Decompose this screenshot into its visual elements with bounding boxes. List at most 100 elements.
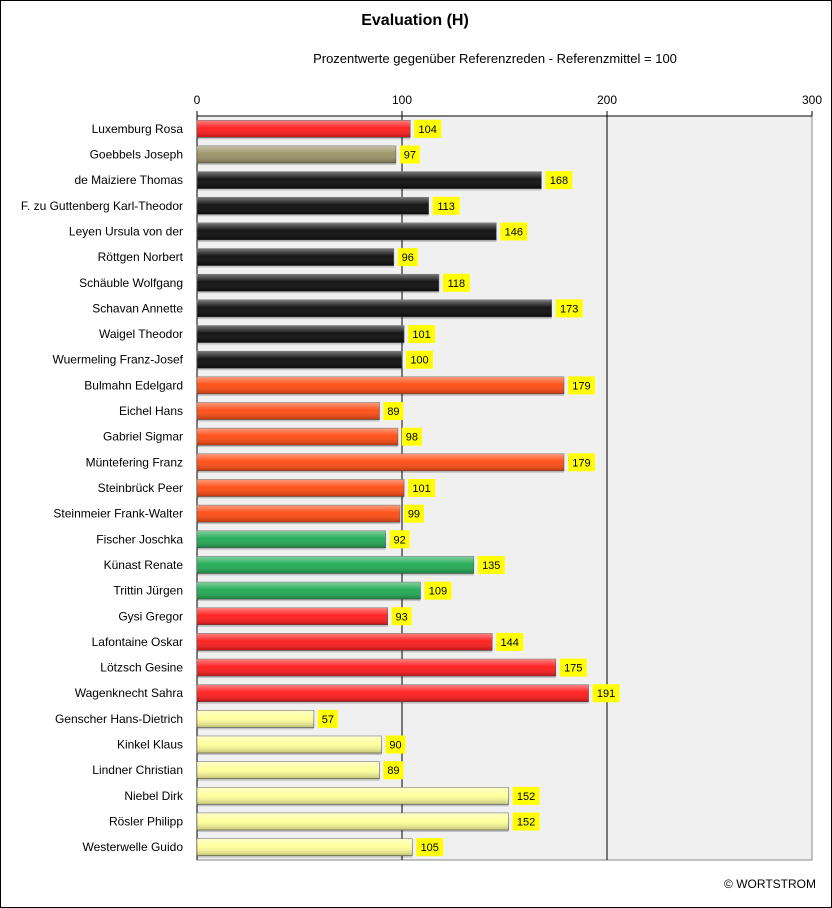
bar-highlight <box>197 222 497 240</box>
category-label: de Maiziere Thomas <box>75 173 184 187</box>
data-label-box <box>512 812 540 831</box>
data-label: 179 <box>572 457 590 469</box>
data-label-box <box>545 171 573 190</box>
data-label-box <box>383 761 404 780</box>
category-label: Leyen Ursula von der <box>69 224 183 238</box>
data-label: 89 <box>387 765 399 777</box>
category-label: Künast Renate <box>104 558 184 572</box>
data-label: 152 <box>517 791 535 803</box>
category-label: Niebel Dirk <box>124 789 184 803</box>
category-label: Wuermeling Franz-Josef <box>53 353 184 367</box>
data-label: 100 <box>410 355 428 367</box>
data-label-box <box>391 607 412 626</box>
category-label: Schavan Annette <box>92 301 183 315</box>
category-label: Waigel Theodor <box>99 327 183 341</box>
data-label-box <box>383 402 404 421</box>
category-label: Gabriel Sigmar <box>103 430 183 444</box>
data-label: 109 <box>429 586 447 598</box>
chart-subtitle: Prozentwerte gegenüber Referenzreden - R… <box>313 51 677 66</box>
data-label-box <box>399 145 420 164</box>
data-label: 144 <box>501 637 519 649</box>
data-label: 92 <box>393 534 405 546</box>
data-label-box <box>385 735 406 754</box>
data-label: 101 <box>412 329 430 341</box>
bar-highlight <box>197 838 413 856</box>
data-label-box <box>496 632 524 651</box>
bar-highlight <box>197 197 429 215</box>
bar-highlight <box>197 556 474 574</box>
data-label-box <box>432 196 460 215</box>
data-label-box <box>559 658 587 677</box>
category-label: Schäuble Wolfgang <box>79 276 183 290</box>
data-label-box <box>424 581 452 600</box>
category-label: Röttgen Norbert <box>98 250 184 264</box>
category-label: F. zu Guttenberg Karl-Theodor <box>21 199 183 213</box>
bar-highlight <box>197 428 398 446</box>
bar-highlight <box>197 479 405 497</box>
category-label: Westerwelle Guido <box>83 840 184 854</box>
category-label: Wagenknecht Sahra <box>75 686 184 700</box>
bar-highlight <box>197 145 396 163</box>
data-label-box <box>408 325 436 344</box>
category-label: Lötzsch Gesine <box>100 661 183 675</box>
data-label-box <box>567 453 595 472</box>
bar-highlight <box>197 813 509 831</box>
category-label: Eichel Hans <box>119 404 183 418</box>
data-label: 57 <box>322 714 334 726</box>
x-tick-label: 100 <box>392 93 412 107</box>
category-label: Lindner Christian <box>92 763 183 777</box>
bar-highlight <box>197 530 386 548</box>
bar-highlight <box>197 120 411 138</box>
category-label: Rösler Philipp <box>109 815 183 829</box>
bar-highlight <box>197 582 421 600</box>
data-label: 179 <box>572 380 590 392</box>
data-label: 173 <box>560 303 578 315</box>
category-label: Kinkel Klaus <box>117 738 183 752</box>
category-label: Fischer Joschka <box>96 532 183 546</box>
chart-title: Evaluation (H) <box>361 12 469 29</box>
data-label: 99 <box>408 509 420 521</box>
category-label: Steinbrück Peer <box>98 481 183 495</box>
bar-highlight <box>197 736 382 754</box>
bar-highlight <box>197 787 509 805</box>
data-label-box <box>401 427 422 446</box>
data-label: 97 <box>404 149 416 161</box>
data-label: 152 <box>517 817 535 829</box>
x-tick-label: 0 <box>194 93 201 107</box>
data-label-box <box>567 376 595 395</box>
data-label-box <box>555 299 583 318</box>
data-label-box <box>416 838 444 857</box>
data-label: 135 <box>482 560 500 572</box>
data-label: 93 <box>396 611 408 623</box>
bar-highlight <box>197 505 400 523</box>
x-tick-label: 200 <box>597 93 617 107</box>
data-label-box <box>406 350 433 369</box>
bar-highlight <box>197 402 380 420</box>
category-label: Genscher Hans-Dietrich <box>55 712 183 726</box>
data-label: 96 <box>402 252 414 264</box>
bar-highlight <box>197 248 394 266</box>
bar-highlight <box>197 325 405 343</box>
data-label: 105 <box>421 842 439 854</box>
bar-highlight <box>197 274 439 292</box>
data-label: 101 <box>412 483 430 495</box>
data-label: 98 <box>406 432 418 444</box>
copyright-credit: © WORTSTROM <box>724 877 816 891</box>
data-label: 104 <box>419 124 437 136</box>
bar-highlight <box>197 761 380 779</box>
data-label-box <box>403 504 424 523</box>
bar-highlight <box>197 171 542 189</box>
data-label: 113 <box>437 201 455 213</box>
category-label: Bulmahn Edelgard <box>84 378 183 392</box>
category-label: Müntefering Franz <box>86 455 183 469</box>
data-label-box <box>442 273 470 292</box>
bar-highlight <box>197 633 493 651</box>
data-label: 90 <box>389 740 401 752</box>
data-label-box <box>500 222 528 241</box>
data-label-box <box>317 709 338 728</box>
bar-highlight <box>197 351 402 369</box>
bar-highlight <box>197 607 388 625</box>
data-label-box <box>512 786 540 805</box>
bar-highlight <box>197 453 564 471</box>
